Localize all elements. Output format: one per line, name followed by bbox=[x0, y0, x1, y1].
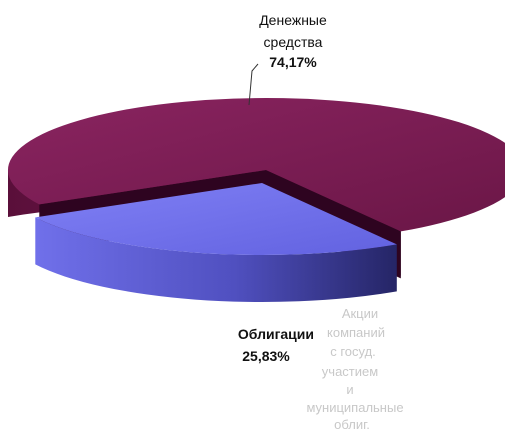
slice-denezhnye-sredstva-cut-face bbox=[39, 170, 401, 279]
faint-label-line6: муниципальные bbox=[306, 400, 403, 415]
label-obligatsii-name: Облигации bbox=[238, 326, 314, 342]
slice-denezhnye-sredstva-top bbox=[8, 98, 505, 232]
faint-label-line4: участием bbox=[322, 364, 378, 379]
label-denezhnye-line1: Денежные bbox=[259, 12, 327, 28]
leader-line-denezhnye bbox=[248, 63, 259, 106]
faint-label-line2: компаний bbox=[327, 325, 385, 340]
label-denezhnye-percent: 74,17% bbox=[269, 54, 317, 70]
faint-label-line3: с госуд. bbox=[330, 344, 376, 359]
slice-denezhnye-sredstva bbox=[8, 98, 505, 279]
label-denezhnye-line2: средства bbox=[264, 34, 323, 50]
slice-obligatsii-top bbox=[35, 183, 397, 256]
slice-obligatsii bbox=[35, 183, 397, 303]
faint-label-line1: Акции bbox=[342, 306, 378, 321]
slice-obligatsii-side bbox=[35, 217, 397, 303]
faint-label-line7: облиг. bbox=[334, 417, 370, 432]
label-obligatsii-percent: 25,83% bbox=[242, 348, 290, 364]
faint-label: Акции компаний с госуд. участием и муниц… bbox=[306, 306, 403, 432]
faint-label-line5: и bbox=[346, 382, 353, 397]
